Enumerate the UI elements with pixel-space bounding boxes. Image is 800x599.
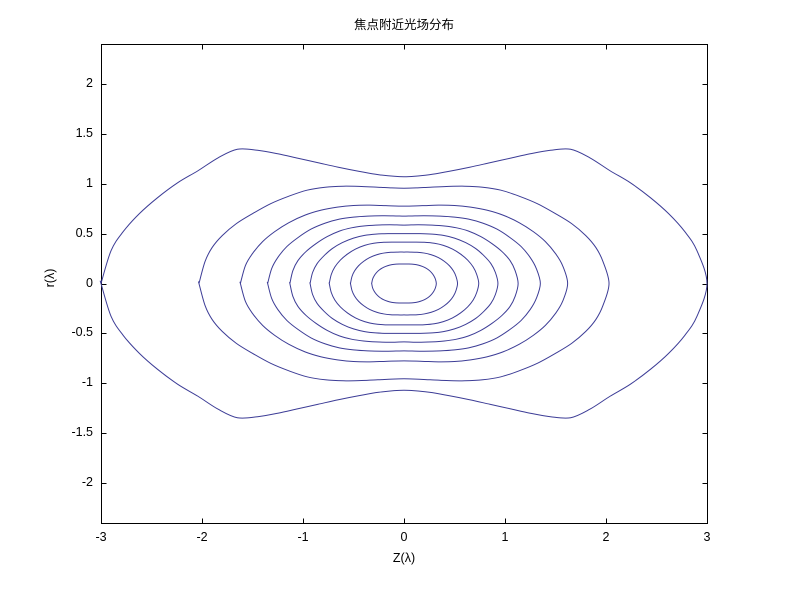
- contour-line: [289, 224, 519, 343]
- y-axis-tick-label: 0.5: [75, 225, 93, 240]
- contour-line: [266, 215, 541, 352]
- contour-line: [328, 241, 480, 326]
- x-axis-tick-label: 0: [400, 530, 408, 544]
- y-axis-tick-label: 1.5: [75, 125, 93, 140]
- x-axis-tick-label: -1: [297, 530, 309, 544]
- contour-line: [198, 185, 610, 382]
- y-axis-tick-label: -2: [81, 475, 93, 490]
- contour-series-group: [99, 148, 708, 419]
- y-axis-tick-label: 0: [86, 275, 93, 290]
- contour-line: [239, 204, 569, 363]
- y-axis-tick-label: 1: [86, 175, 93, 190]
- x-axis-tick-label: 2: [602, 530, 610, 544]
- y-axis-tick-label: -1.5: [71, 425, 93, 440]
- contour-line: [309, 233, 499, 334]
- x-axis-tick-label: -3: [95, 530, 107, 544]
- y-axis-tick-label: -0.5: [71, 325, 93, 340]
- contour-line: [99, 148, 708, 419]
- y-axis-tick-label: -1: [81, 375, 93, 390]
- y-axis-tick-label: 2: [86, 75, 93, 90]
- page-title: 焦点附近光场分布: [353, 18, 454, 32]
- contour-line: [349, 251, 459, 316]
- plot-box: [101, 44, 708, 524]
- x-axis-tick-label: 3: [703, 530, 711, 544]
- contour-line: [371, 263, 437, 304]
- x-axis-label: Z(λ): [392, 551, 416, 565]
- x-axis-tick-label: 1: [501, 530, 509, 544]
- x-axis-tick-label: -2: [196, 530, 208, 544]
